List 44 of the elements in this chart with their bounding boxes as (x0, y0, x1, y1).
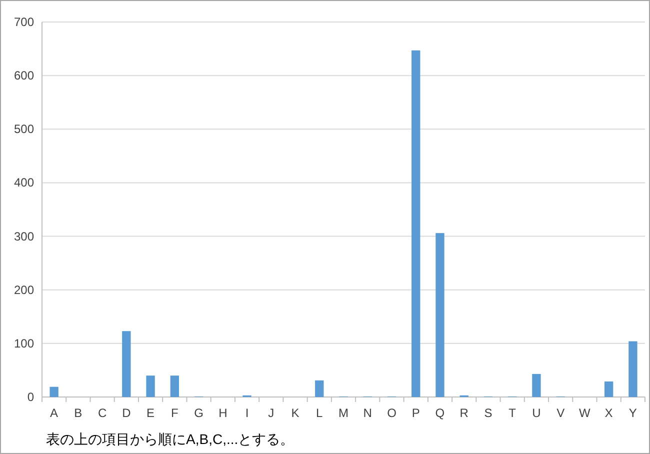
x-tick-label: B (74, 406, 82, 420)
x-tick-label: Y (628, 406, 637, 420)
x-tick-label: Q (435, 406, 445, 420)
text: 表の上の項目から順にA,B,C,...とする。 (46, 431, 294, 447)
x-tick-label: F (170, 406, 178, 420)
x-tick-label: R (460, 406, 469, 420)
bar (412, 50, 420, 397)
x-tick-label: H (218, 406, 228, 420)
bar (604, 381, 614, 397)
x-tick-label: W (579, 406, 592, 420)
x-tick-label: M (338, 406, 348, 420)
y-tick-label: 400 (14, 176, 34, 190)
x-tick-label: O (387, 406, 396, 420)
y-tick-label: 700 (14, 15, 34, 29)
x-tick-label: L (316, 406, 324, 420)
x-tick-label: V (556, 406, 565, 420)
y-tick-label: 100 (14, 336, 34, 350)
y-tick-label: 500 (14, 122, 34, 136)
x-tick-label: S (484, 406, 492, 420)
bar (315, 380, 324, 397)
x-tick-label: D (122, 406, 132, 420)
x-tick-label: X (604, 406, 613, 420)
x-tick-label: E (146, 406, 155, 420)
y-tick-label: 300 (14, 229, 34, 244)
y-tick-label: 200 (14, 282, 34, 297)
bar (170, 376, 179, 397)
bar (122, 331, 131, 397)
y-tick-label: 0 (27, 390, 34, 404)
x-tick-label: A (50, 406, 58, 420)
bar (50, 386, 58, 397)
bar (532, 374, 541, 397)
x-tick-label: I (245, 406, 249, 420)
x-tick-label: J (268, 406, 274, 420)
x-tick-label: C (98, 406, 107, 420)
x-tick-label: U (532, 406, 541, 420)
bar (146, 376, 155, 397)
y-tick-label: 600 (14, 68, 34, 83)
x-tick-label: P (412, 406, 420, 420)
x-tick-label: N (363, 406, 372, 420)
bar (628, 341, 638, 397)
x-tick-label: G (194, 406, 204, 420)
x-tick-label: K (291, 406, 300, 420)
bar (436, 233, 444, 397)
x-tick-label: T (508, 406, 517, 420)
